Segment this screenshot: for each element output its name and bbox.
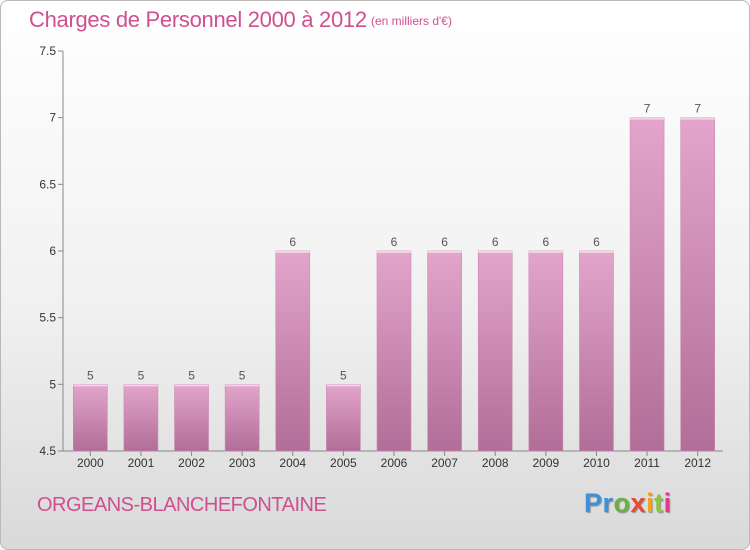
bar (224, 384, 260, 452)
chart-labels: 5 5 5 5 6 5 6 6 6 6 6 7 7 (87, 102, 701, 383)
y-tick-label: 4.5 (39, 444, 56, 458)
data-label: 6 (492, 235, 499, 249)
chart-title: Charges de Personnel 2000 à 2012 (29, 7, 367, 32)
bar (680, 117, 715, 452)
bar (629, 117, 665, 452)
x-tick-label: 2010 (583, 456, 610, 470)
bar-highlight (225, 384, 260, 387)
chart-bars (73, 117, 715, 452)
data-label: 6 (543, 235, 550, 249)
bar-highlight (73, 384, 108, 387)
data-label: 5 (87, 368, 94, 382)
data-label: 6 (391, 235, 398, 249)
bar (73, 384, 108, 452)
bar-highlight (579, 251, 614, 253)
logo-letter: t (654, 488, 664, 518)
data-label: 5 (138, 368, 145, 382)
logo-letter: x (630, 488, 647, 518)
y-tick-label: 7 (49, 111, 56, 125)
x-tick-label: 2006 (381, 456, 408, 470)
x-tick-label: 2005 (330, 456, 357, 470)
data-label: 7 (694, 102, 701, 116)
x-tick-label: 2007 (431, 456, 458, 470)
bar-highlight (427, 251, 462, 253)
x-tick-label: 2004 (279, 456, 306, 470)
x-tick-label: 2012 (684, 456, 711, 470)
logo-letter: r (602, 488, 614, 518)
bar-highlight (680, 117, 715, 120)
logo-letter: o (613, 488, 631, 518)
x-tick-label: 2008 (482, 456, 509, 470)
commune-name: ORGEANS-BLANCHEFONTAINE (37, 494, 327, 516)
bar (528, 250, 564, 452)
bar (326, 384, 361, 452)
bar-highlight (528, 251, 563, 253)
y-tick-label: 5 (49, 377, 56, 391)
x-tick-label: 2001 (128, 456, 155, 470)
x-tick-label: 2003 (229, 456, 256, 470)
bar-highlight (478, 251, 513, 253)
bar (477, 250, 513, 452)
proxiti-logo: Proxiti (584, 488, 672, 519)
y-tick-label: 7.5 (39, 44, 56, 58)
bar-highlight (123, 384, 158, 387)
bar-highlight (326, 384, 361, 387)
data-label: 6 (289, 235, 296, 249)
bar-highlight (377, 251, 411, 253)
bar (579, 250, 614, 452)
bar-highlight (630, 117, 665, 120)
bar-highlight (174, 384, 209, 387)
data-label: 5 (188, 368, 195, 382)
logo-letter: P (584, 488, 603, 518)
bar (174, 384, 209, 452)
chart-axes: 4.5 5 5.5 6 6.5 7 7.5 2000 2001 2002 2003 2004 2005 2… (39, 44, 723, 470)
x-tick-label: 2009 (532, 456, 559, 470)
data-label: 5 (239, 368, 246, 382)
data-label: 6 (593, 235, 600, 249)
y-tick-label: 6.5 (39, 177, 56, 191)
x-tick-label: 2002 (178, 456, 205, 470)
chart-unit: (en milliers d'€) (371, 14, 452, 28)
data-label: 5 (340, 368, 347, 382)
bar (123, 384, 159, 452)
bar (427, 250, 462, 452)
y-tick-label: 5.5 (39, 311, 56, 325)
y-tick-label: 6 (49, 244, 56, 258)
x-tick-label: 2000 (77, 456, 104, 470)
logo-letter: i (663, 488, 672, 518)
data-label: 6 (441, 235, 448, 249)
logo-letter: i (646, 488, 655, 518)
bar-highlight (275, 251, 310, 253)
bar (275, 250, 311, 452)
x-tick-label: 2011 (634, 456, 660, 470)
bar (376, 250, 412, 452)
data-label: 7 (644, 102, 651, 116)
